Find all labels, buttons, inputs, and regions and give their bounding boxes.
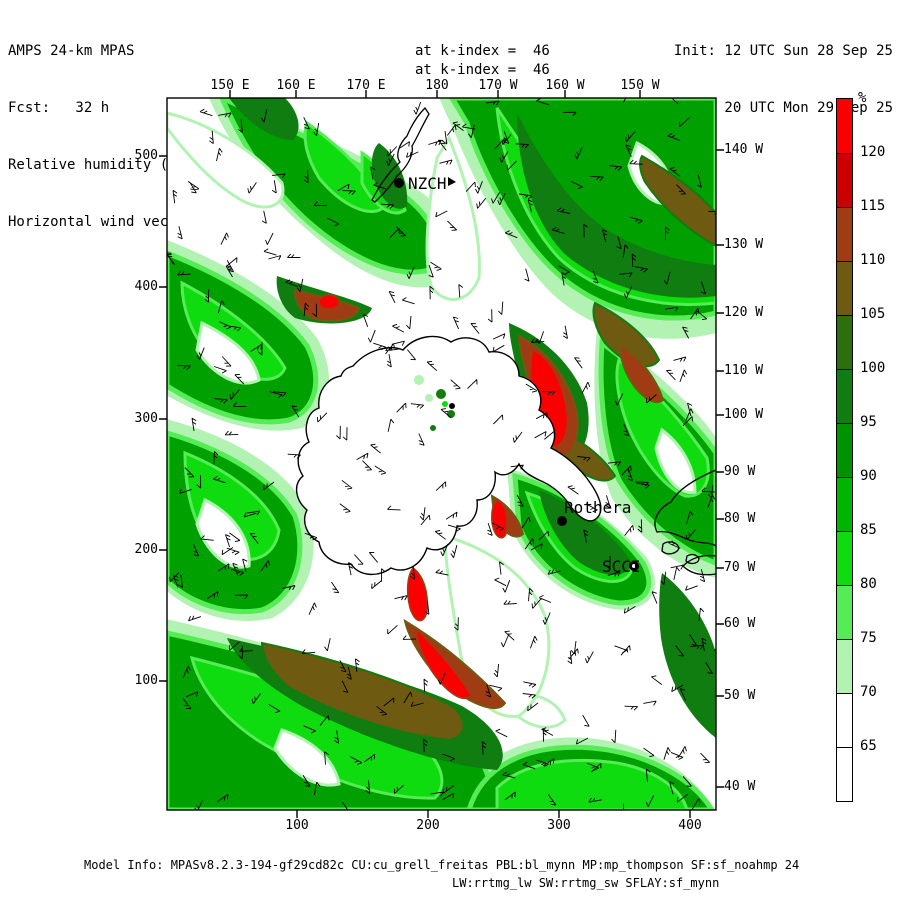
weather-map: NZCH Rothera SCCI: [159, 90, 724, 818]
colorbar-tick: 75: [860, 630, 877, 646]
bottom-axis-label: 400: [678, 818, 702, 833]
bottom-axis-label: 100: [285, 818, 309, 833]
colorbar-tick: 95: [860, 414, 877, 430]
map-frame: [159, 90, 724, 818]
forecast-hour: Fcst: 32 h: [8, 100, 110, 116]
station-markers: NZCH Rothera SCCI: [394, 174, 641, 576]
level-line-2: at k-index = 46: [415, 62, 550, 78]
colorbar-segment: [837, 369, 852, 423]
colorbar-segment: [837, 477, 852, 531]
colorbar-segment: [837, 693, 852, 747]
bottom-axis-label: 300: [547, 818, 571, 833]
init-time: Init: 12 UTC Sun 28 Sep 25: [673, 43, 893, 59]
right-axis-label: 60 W: [724, 616, 756, 631]
new-zealand-coastline: [371, 106, 430, 203]
right-axis-label: 100 W: [724, 407, 764, 422]
station-dot-ring: [632, 564, 636, 568]
right-axis-label: 40 W: [724, 779, 756, 794]
top-axis-label: 150 E: [210, 78, 250, 93]
station-dot: [394, 178, 404, 188]
colorbar-tick: 90: [860, 468, 877, 484]
colorbar: [836, 98, 853, 802]
top-axis-label: 180: [425, 78, 449, 93]
colorbar-tick: 80: [860, 576, 877, 592]
colorbar-segment: [837, 747, 852, 801]
humidity-field: NZCH Rothera SCCI: [167, 98, 716, 810]
right-axis-label: 120 W: [724, 305, 764, 320]
left-axis-label: 200: [134, 542, 158, 557]
colorbar-segment: [837, 99, 852, 153]
right-axis-label: 80 W: [724, 511, 756, 526]
left-axis-label: 400: [134, 279, 158, 294]
station-label: NZCH: [408, 174, 447, 193]
top-axis-label: 160 E: [276, 78, 316, 93]
colorbar-segment: [837, 315, 852, 369]
colorbar-unit: %: [858, 90, 867, 106]
right-axis-label: 110 W: [724, 363, 764, 378]
model-title: AMPS 24-km MPAS: [8, 43, 135, 59]
left-axis-label: 100: [134, 673, 158, 688]
colorbar-tick: 65: [860, 738, 877, 754]
colorbar-tick: 100: [860, 360, 886, 376]
colorbar-segment: [837, 531, 852, 585]
wind-barbs: [167, 98, 716, 810]
right-axis-label: 130 W: [724, 237, 764, 252]
colorbar-tick: 70: [860, 684, 877, 700]
level-line-1: at k-index = 46: [415, 43, 550, 59]
left-axis-label: 500: [134, 148, 158, 163]
right-axis-label: 70 W: [724, 560, 756, 575]
right-axis-label: 90 W: [724, 464, 756, 479]
station-label: SCCI: [602, 557, 641, 576]
colorbar-tick: 120: [860, 144, 886, 160]
colorbar-segment: [837, 639, 852, 693]
top-axis-label: 150 W: [620, 78, 660, 93]
colorbar-tick: 115: [860, 198, 886, 214]
colorbar-segment: [837, 423, 852, 477]
antarctica-coastline: [296, 335, 602, 575]
left-axis-label: 300: [134, 411, 158, 426]
station-label: Rothera: [564, 498, 631, 517]
colorbar-segment: [837, 153, 852, 207]
colorbar-tick: 105: [860, 306, 886, 322]
station-dot: [557, 516, 567, 526]
right-axis-label: 50 W: [724, 688, 756, 703]
colorbar-segment: [837, 261, 852, 315]
top-axis-label: 170 W: [478, 78, 518, 93]
colorbar-tick: 110: [860, 252, 886, 268]
top-axis-label: 170 E: [346, 78, 386, 93]
model-info-line1: Model Info: MPASv8.2.3-194-gf29cd82c CU:…: [84, 858, 800, 872]
right-axis-label: 140 W: [724, 142, 764, 157]
top-axis-label: 160 W: [545, 78, 585, 93]
colorbar-segment: [837, 207, 852, 261]
south-america-coastline: [654, 469, 716, 576]
colorbar-segment: [837, 585, 852, 639]
colorbar-tick: 85: [860, 522, 877, 538]
bottom-axis-label: 200: [416, 818, 440, 833]
model-info-line2: LW:rrtmg_lw SW:rrtmg_sw SFLAY:sf_mynn: [452, 876, 720, 890]
